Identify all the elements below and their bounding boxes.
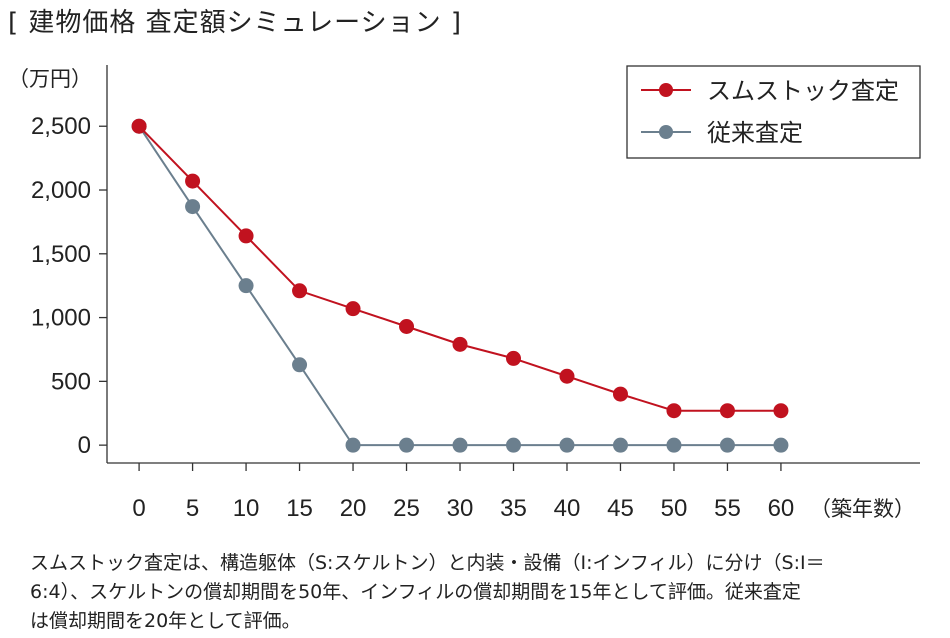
legend-label: スムストック査定	[707, 77, 899, 105]
x-tick-label: 40	[554, 495, 581, 522]
x-tick-label: 50	[661, 495, 688, 522]
y-tick-label: 0	[78, 432, 91, 459]
data-point	[773, 437, 789, 453]
x-tick-label: 25	[393, 495, 420, 522]
y-tick-label: 500	[51, 368, 91, 395]
series-line	[138, 125, 781, 447]
data-point	[399, 319, 415, 335]
y-tick-label: 2,000	[31, 177, 91, 204]
footnote-line: は償却期間を20年として評価。	[30, 610, 301, 632]
data-point	[559, 437, 575, 453]
footnote-line: スムストック査定は、構造躯体（S:スケルトン）と内装・設備（I:インフィル）に分…	[30, 552, 825, 574]
x-tick-label: 55	[714, 495, 741, 522]
x-tick-label: 30	[447, 495, 474, 522]
y-axis-label: （万円）	[8, 67, 92, 91]
data-point	[452, 336, 468, 352]
y-tick-label: 1,500	[31, 241, 91, 268]
data-point	[292, 357, 308, 373]
y-tick-label: 1,000	[31, 305, 91, 332]
legend-box	[626, 65, 921, 159]
y-tick-label: 2,500	[31, 113, 91, 140]
x-tick-label: 60	[768, 495, 795, 522]
x-tick-label: 5	[186, 495, 199, 522]
chart-footnote: スムストック査定は、構造躯体（S:スケルトン）と内装・設備（I:インフィル）に分…	[30, 549, 930, 636]
data-point	[666, 403, 682, 419]
data-point	[345, 301, 361, 317]
data-point	[452, 437, 468, 453]
x-tick-label: 10	[233, 495, 260, 522]
data-point	[612, 437, 628, 453]
data-point	[612, 386, 628, 402]
chart-title: [ 建物価格 査定額シミュレーション ]	[8, 8, 463, 38]
data-point	[292, 283, 308, 299]
data-point	[399, 437, 415, 453]
legend-marker	[659, 125, 673, 139]
legend-marker	[659, 83, 673, 97]
x-tick-label: 35	[500, 495, 527, 522]
x-tick-label: 0	[132, 495, 145, 522]
footnote-line: 6:4）、スケルトンの償却期間を50年、インフィルの償却期間を15年として評価。…	[30, 581, 801, 603]
data-point	[185, 199, 201, 215]
x-tick-label: 15	[286, 495, 313, 522]
x-tick-label: 45	[607, 495, 634, 522]
legend-label: 従来査定	[707, 119, 803, 147]
line-chart: 0 500 1,000 1,500 2,000 2,500 （万円） 0 5 10 15 20 25 30…	[8, 65, 921, 522]
x-axis-label: （築年数）	[810, 497, 915, 521]
data-point	[238, 278, 254, 294]
data-point	[506, 437, 521, 453]
x-tick-label: 20	[340, 495, 367, 522]
data-point	[345, 437, 361, 453]
data-point	[238, 228, 254, 244]
data-point	[773, 403, 789, 419]
data-point	[185, 173, 201, 189]
data-point	[131, 118, 147, 134]
data-point	[506, 350, 521, 366]
data-point	[666, 437, 682, 453]
data-point	[719, 403, 735, 419]
data-point	[719, 437, 735, 453]
data-point	[559, 368, 575, 384]
